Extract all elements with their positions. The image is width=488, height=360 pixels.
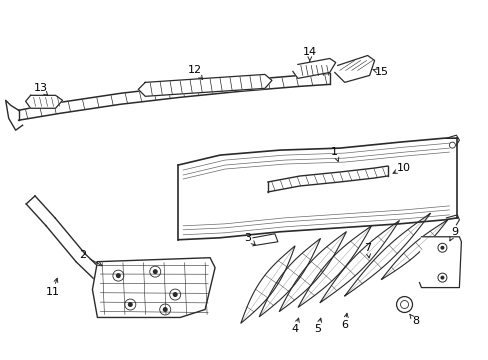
Text: 2: 2 (79, 250, 86, 260)
Text: 14: 14 (302, 48, 316, 58)
Text: 4: 4 (291, 324, 298, 334)
Text: 8: 8 (411, 316, 418, 327)
Polygon shape (292, 58, 335, 78)
Circle shape (440, 246, 444, 250)
Circle shape (116, 273, 121, 278)
Polygon shape (92, 258, 215, 318)
Polygon shape (25, 95, 62, 108)
Text: 7: 7 (364, 243, 370, 253)
Circle shape (172, 292, 177, 297)
Text: 6: 6 (341, 320, 347, 330)
Polygon shape (334, 55, 374, 82)
Polygon shape (419, 237, 461, 288)
Text: 12: 12 (188, 66, 202, 76)
Text: 11: 11 (45, 287, 60, 297)
Text: 3: 3 (244, 233, 251, 243)
Text: 5: 5 (314, 324, 321, 334)
Text: 13: 13 (34, 84, 47, 93)
Circle shape (152, 269, 158, 274)
Circle shape (127, 302, 133, 307)
Text: 9: 9 (450, 227, 457, 237)
Text: 10: 10 (396, 163, 410, 173)
Text: 1: 1 (330, 147, 338, 157)
Circle shape (163, 307, 167, 312)
Circle shape (440, 276, 444, 280)
Text: 15: 15 (374, 67, 388, 77)
Polygon shape (138, 75, 271, 96)
